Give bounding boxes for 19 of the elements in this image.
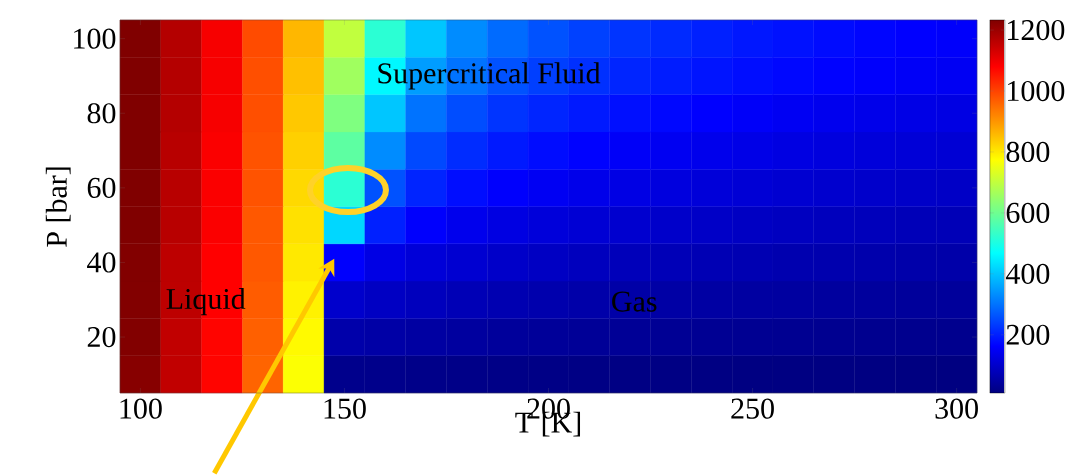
color-bar-label: 800 [1006, 141, 1050, 163]
color-bar-label: 400 [1005, 263, 1050, 285]
annotation: Gas [612, 291, 657, 312]
annotation: Supercritical Fluid [378, 62, 601, 90]
x-tick-label: 300 [935, 398, 978, 419]
y-tick-label: 60 [87, 177, 116, 199]
x-tick-label: 100 [120, 398, 162, 419]
color-bar-label: 1000 [1008, 81, 1065, 102]
color-bar-label: 1200 [1008, 20, 1065, 41]
color-bar-label: 600 [1006, 202, 1050, 224]
x-tick-label: 250 [731, 398, 774, 419]
y-tick-label: 80 [87, 103, 116, 124]
annotation: Liquid [166, 288, 246, 316]
color-bar-label: 200 [1006, 324, 1050, 346]
y-tick-label: 100 [74, 28, 116, 49]
y-tick-label: 40 [87, 252, 116, 273]
x-tick-label: 150 [324, 398, 366, 419]
y-tick-label: 20 [87, 327, 116, 348]
y-axis-title: P [bar] [45, 167, 71, 248]
